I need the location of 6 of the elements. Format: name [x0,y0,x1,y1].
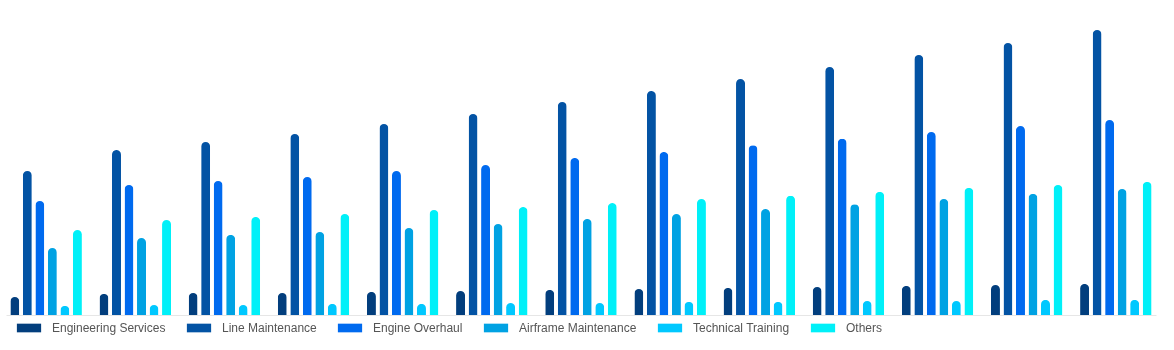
legend-label: Engineering Services [52,321,166,335]
legend-label: Line Maintenance [222,321,318,335]
legend-label: Technical Training [693,321,790,335]
legend-label: Airframe Maintenance [519,321,637,335]
legend-label: Others [846,321,883,335]
legend-label: Engine Overhaul [373,321,463,335]
